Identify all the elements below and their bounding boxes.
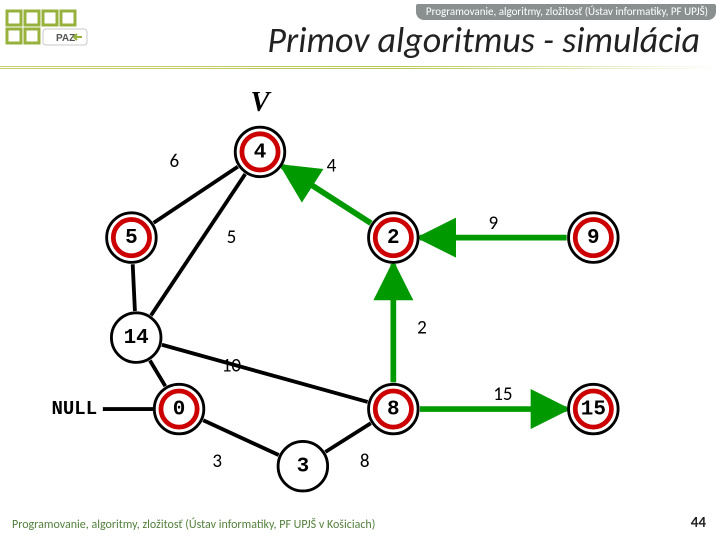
page-title: Primov algoritmus - simulácia <box>0 18 720 62</box>
svg-text:4: 4 <box>254 141 267 164</box>
svg-text:0: 0 <box>173 399 186 422</box>
edge-weight-label: 4 <box>327 155 337 178</box>
edge-weight-label: 2 <box>417 317 427 340</box>
graph-node: 0 <box>154 384 204 434</box>
edge-weight-label: 3 <box>212 450 222 473</box>
edge-weight-label: 6 <box>169 150 179 173</box>
graph-node: 3 <box>278 441 328 491</box>
svg-text:5: 5 <box>125 227 138 250</box>
svg-text:15: 15 <box>581 399 606 422</box>
edge-weight-label: 9 <box>489 212 499 235</box>
graph-node: 8 <box>369 384 419 434</box>
edge <box>325 423 370 452</box>
v-label: V <box>250 87 271 118</box>
edge-weight-label: 10 <box>222 355 242 378</box>
graph-diagram: 6 5 4 9 2 10 3 8 15 4 5 14 0 2 9 8 15 3 V NULL <box>0 90 720 490</box>
graph-node: 5 <box>107 213 157 263</box>
svg-text:3: 3 <box>297 456 310 479</box>
svg-text:8: 8 <box>387 399 400 422</box>
edge <box>133 264 135 311</box>
edge-weight-label: 15 <box>493 383 512 406</box>
svg-text:9: 9 <box>587 227 600 250</box>
edge-weight-label: 8 <box>360 450 370 473</box>
edge <box>154 167 238 223</box>
graph-node: 15 <box>569 384 619 434</box>
svg-text:14: 14 <box>124 327 149 350</box>
footer-text: Programovanie, algoritmy, zložitosť (Úst… <box>12 518 375 532</box>
graph-node: 14 <box>111 313 161 363</box>
title-underline <box>0 66 720 71</box>
graph-node: 9 <box>569 213 619 263</box>
graph-node: 4 <box>235 127 285 177</box>
null-label: NULL <box>51 398 97 420</box>
graph-node: 2 <box>369 213 419 263</box>
page-number: 44 <box>691 514 706 532</box>
edge <box>150 360 165 386</box>
svg-text:2: 2 <box>387 227 400 250</box>
edge-weight-label: 5 <box>227 226 237 249</box>
